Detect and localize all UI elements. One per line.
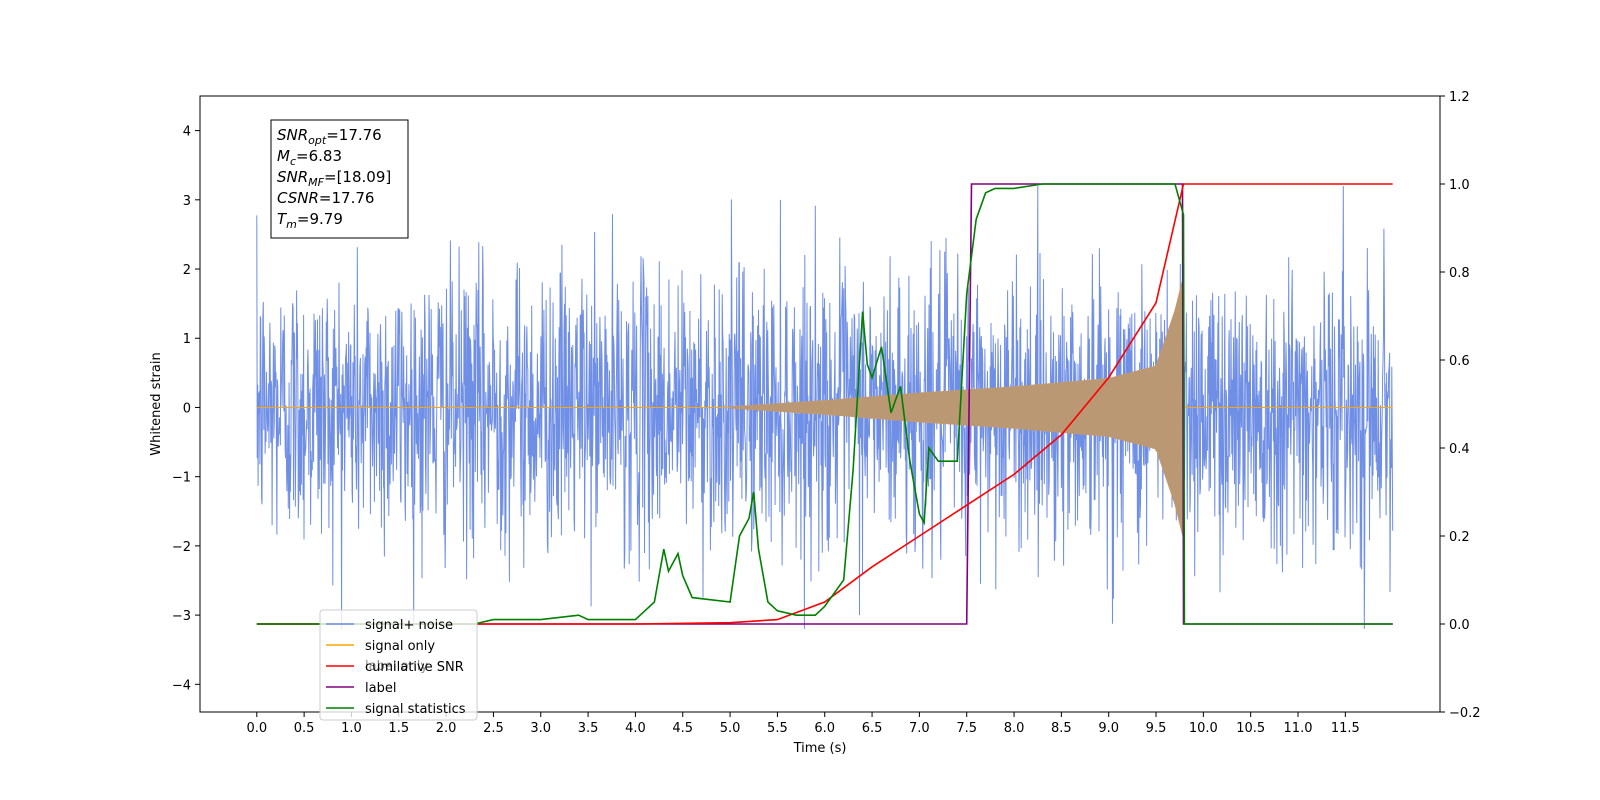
y2-tick-label: 0.2 xyxy=(1449,530,1470,545)
legend-label: signal statistics xyxy=(365,702,466,717)
x-tick-label: 1.5 xyxy=(388,721,409,736)
y-tick-label: 1 xyxy=(183,332,191,347)
y-tick-label: −4 xyxy=(172,678,191,693)
legend-label: cumilative SNR xyxy=(365,660,464,675)
x-tick-label: 5.5 xyxy=(767,721,788,736)
signal-statistics-line xyxy=(256,183,1393,625)
y-tick-label: 2 xyxy=(183,263,191,278)
y-tick-label: 0 xyxy=(183,401,191,416)
annotation-line: CSNR=17.76 xyxy=(277,189,374,207)
annotation-line: Tm=9.79 xyxy=(277,210,343,231)
y2-tick-label: 0.8 xyxy=(1449,266,1470,281)
x-tick-label: 2.0 xyxy=(436,721,457,736)
x-tick-label: 8.0 xyxy=(1004,721,1025,736)
y2-tick-label: −0.2 xyxy=(1449,706,1481,721)
x-tick-label: 3.5 xyxy=(578,721,599,736)
hidden-legend-label: label only xyxy=(365,659,428,674)
y2-tick-label: 0.0 xyxy=(1449,618,1470,633)
y-tick-label: −1 xyxy=(172,471,191,486)
x-tick-label: 10.0 xyxy=(1189,721,1218,736)
x-tick-label: 5.0 xyxy=(720,721,741,736)
plot-frame xyxy=(199,95,1441,713)
x-tick-label: 4.5 xyxy=(672,721,693,736)
y-tick-label: 4 xyxy=(183,125,191,140)
x-tick-label: 9.0 xyxy=(1098,721,1119,736)
y-tick-label: −2 xyxy=(172,540,191,555)
annotation-box: SNRopt=17.76Mc=6.83SNRMF=[18.09]CSNR=17.… xyxy=(270,119,409,239)
x-tick-label: 7.0 xyxy=(909,721,930,736)
x-tick-label: 3.0 xyxy=(530,721,551,736)
x-tick-label: 1.0 xyxy=(341,721,362,736)
annotation-line: Mc=6.83 xyxy=(277,147,342,168)
x-tick-label: 6.5 xyxy=(862,721,883,736)
y2-tick-label: 0.6 xyxy=(1449,354,1470,369)
annotation-line: SNRMF=[18.09] xyxy=(277,168,391,189)
legend-label: signal+ noise xyxy=(365,618,453,633)
y-tick-label: 3 xyxy=(183,194,191,209)
x-tick-label: 10.5 xyxy=(1236,721,1265,736)
y2-tick-label: 0.4 xyxy=(1449,442,1470,457)
y-axis-label: Whitened strain xyxy=(149,352,164,455)
x-tick-label: 9.5 xyxy=(1146,721,1167,736)
signal-noise-series xyxy=(256,185,1394,629)
x-tick-label: 11.5 xyxy=(1331,721,1360,736)
x-tick-label: 7.5 xyxy=(956,721,977,736)
x-tick-label: 2.5 xyxy=(483,721,504,736)
x-axis-label: Time (s) xyxy=(793,741,847,756)
y2-tick-label: 1.2 xyxy=(1449,90,1470,105)
y2-tick-label: 1.0 xyxy=(1449,178,1470,193)
y-tick-label: −3 xyxy=(172,609,191,624)
x-tick-label: 0.0 xyxy=(246,721,267,736)
x-tick-label: 0.5 xyxy=(294,721,315,736)
x-tick-label: 6.0 xyxy=(814,721,835,736)
x-tick-label: 4.0 xyxy=(625,721,646,736)
x-tick-label: 11.0 xyxy=(1284,721,1313,736)
legend-label: label xyxy=(365,681,396,696)
x-tick-label: 8.5 xyxy=(1051,721,1072,736)
annotation-line: SNRopt=17.76 xyxy=(277,126,382,147)
legend-label: signal only xyxy=(365,639,435,654)
signal-noise-line xyxy=(256,185,1394,629)
cumulative-snr-line xyxy=(256,183,1393,625)
